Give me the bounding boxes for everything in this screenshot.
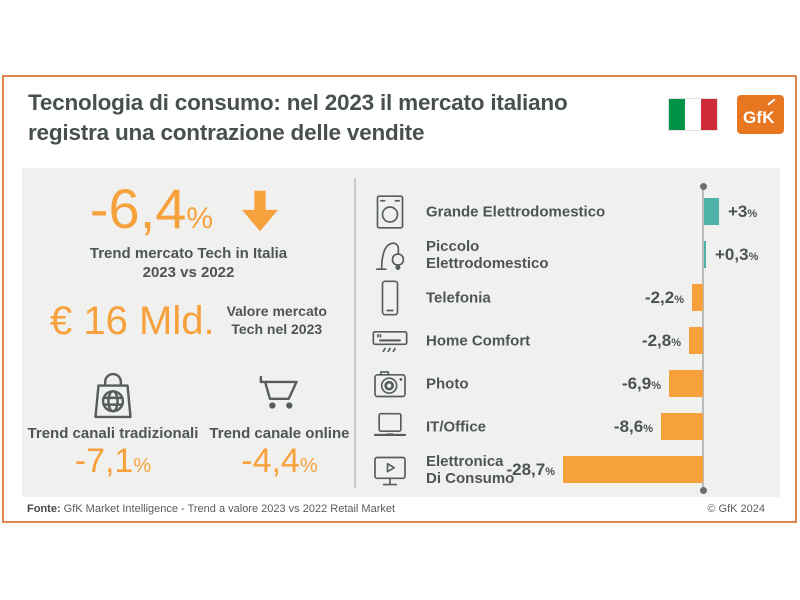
market-value-caption: Valore mercato Tech nel 2023 [226, 303, 327, 337]
chart-row: Photo -6,9% [356, 362, 780, 405]
bar [563, 456, 703, 483]
gfk-logo-accent [767, 98, 776, 106]
summary-section: -6,4% Trend mercato Tech in Italia 2023 … [22, 168, 355, 497]
smartphone-icon [370, 278, 410, 318]
market-value-row: € 16 Mld. Valore mercato Tech nel 2023 [50, 299, 327, 343]
main-trend-value: -6,4% [89, 177, 214, 240]
chart-row: Grande Elettrodomestico +3% [356, 190, 780, 233]
page-title: Tecnologia di consumo: nel 2023 il merca… [28, 90, 568, 146]
market-value: € 16 Mld. [50, 298, 215, 343]
axis-bottom-dot [699, 487, 707, 494]
bar [661, 413, 703, 440]
vertical-divider [354, 178, 356, 488]
bar [669, 370, 703, 397]
air-conditioner-icon [370, 321, 410, 361]
source-label: Fonte: [27, 503, 61, 515]
channel-value: -4,4% [241, 441, 318, 480]
italy-flag-icon [668, 98, 718, 131]
source-text: GfK Market Intelligence - Trend a valore… [60, 503, 396, 515]
camera-icon [370, 364, 410, 404]
value-label: -8,6% [613, 416, 653, 436]
channel-value: -7,1% [74, 441, 152, 480]
gfk-logo: GfK [737, 95, 784, 134]
category-label: IT/Office [426, 417, 487, 435]
flag-red-stripe [701, 99, 717, 130]
value-label: -28,7% [506, 459, 555, 479]
tv-play-icon [370, 450, 410, 490]
value-label: -6,9% [621, 373, 661, 393]
value-label: +0,3% [715, 244, 759, 264]
footer: Fonte: GfK Market Intelligence - Trend a… [27, 497, 765, 521]
flag-green-stripe [669, 99, 685, 130]
main-trend-caption: Trend mercato Tech in Italia 2023 vs 202… [89, 244, 288, 282]
channel-trends: Trend canali tradizionali -7,1% Trend ca… [22, 365, 355, 481]
chart-row: IT/Office -8,6% [356, 405, 780, 448]
content-panel [22, 168, 780, 497]
vacuum-cleaner-icon [370, 235, 410, 275]
main-trend-row: -6,4% [90, 178, 287, 240]
chart-zero-axis [702, 186, 704, 490]
channel-label: Trend canale online [209, 424, 350, 442]
value-label: +3% [728, 201, 758, 221]
chart-row: Elettronica Di Consumo -28,7% [356, 448, 780, 491]
value-label: -2,2% [644, 287, 684, 307]
down-arrow-icon [242, 190, 279, 232]
chart-row: Piccolo Elettrodomestico +0,3% [356, 233, 780, 276]
copyright: © GfK 2024 [707, 503, 765, 515]
chart-row: Home Comfort -2,8% [356, 319, 780, 362]
category-chart: Grande Elettrodomestico +3% Piccolo Elettr… [356, 168, 780, 497]
online-channel: Trend canale online -4,4% [209, 365, 349, 481]
category-label: Grande Elettrodomestico [426, 202, 606, 220]
bar [704, 198, 719, 225]
category-label: Telefonia [426, 288, 491, 306]
bar [692, 284, 703, 311]
laptop-icon [370, 407, 410, 447]
category-label: Home Comfort [426, 331, 531, 349]
source-note: Fonte: GfK Market Intelligence - Trend a… [27, 503, 395, 515]
category-label: Piccolo Elettrodomestico [426, 237, 549, 272]
chart-rows: Grande Elettrodomestico +3% Piccolo Elettr… [356, 190, 780, 491]
gfk-logo-text: GfK [743, 108, 775, 127]
shopping-cart-icon [260, 375, 299, 409]
chart-row: Telefonia -2,2% [356, 276, 780, 319]
category-label: Photo [426, 374, 469, 392]
washing-machine-icon [370, 192, 410, 232]
traditional-channel: Trend canali tradizionali -7,1% [27, 365, 199, 481]
flag-white-stripe [685, 99, 701, 130]
shopping-bag-globe-icon [94, 372, 132, 418]
category-label: Elettronica Di Consumo [426, 452, 515, 487]
channel-label: Trend canali tradizionali [27, 424, 199, 442]
value-label: -2,8% [641, 330, 681, 350]
axis-top-dot [699, 183, 707, 190]
bar [689, 327, 703, 354]
bar [704, 241, 706, 268]
